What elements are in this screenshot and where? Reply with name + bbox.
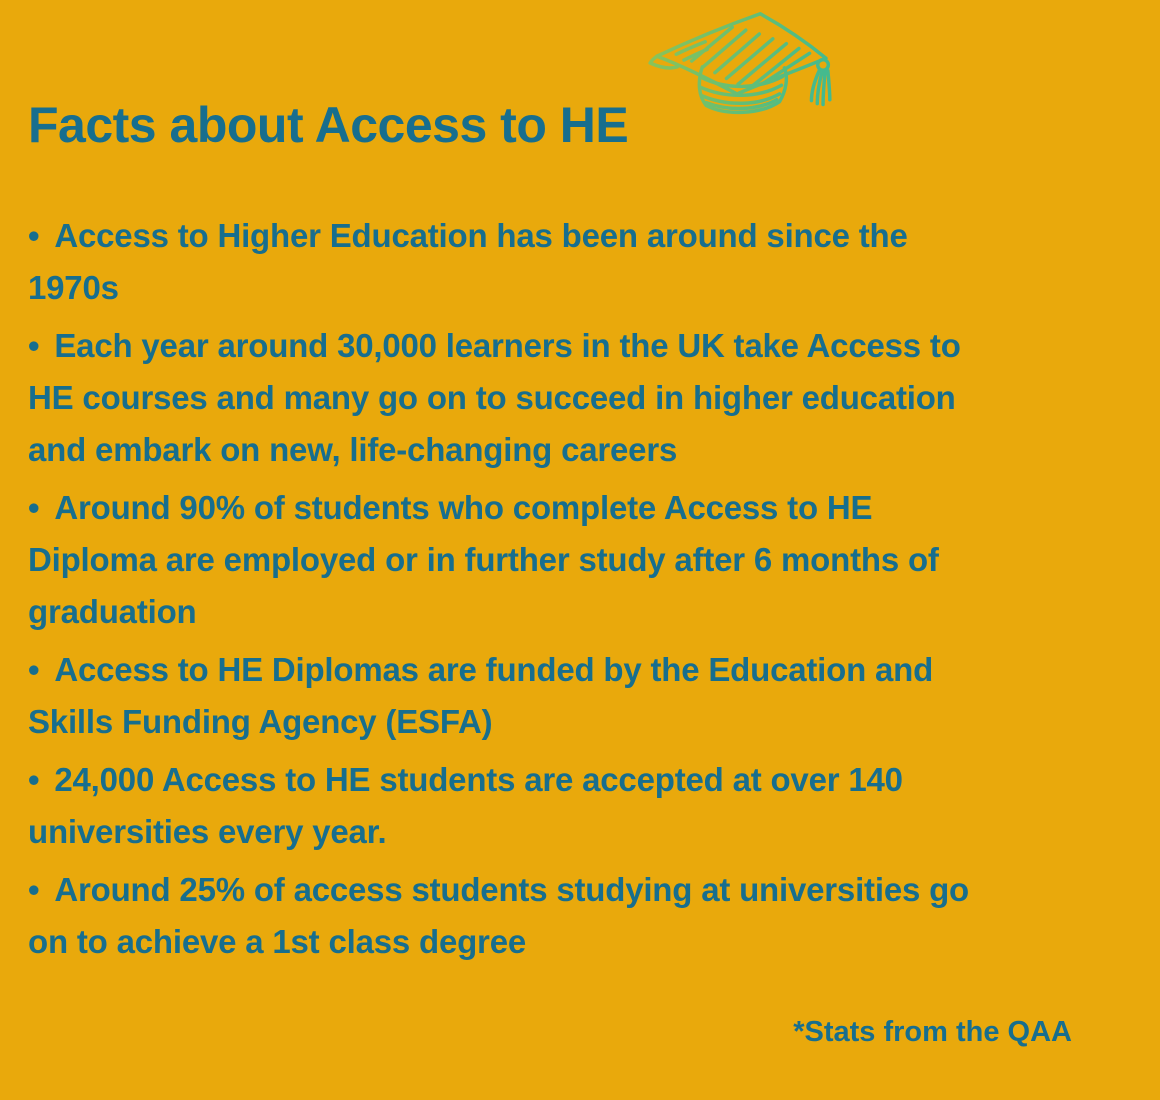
bullet-dot: • [28, 761, 40, 798]
fact-item: • Around 90% of students who complete Acc… [28, 482, 1150, 638]
fact-text: Around 25% of access students studying a… [28, 871, 970, 960]
graduation-cap-icon [648, 11, 832, 115]
fact-item: • Access to HE Diplomas are funded by the… [28, 644, 1150, 748]
fact-text: 24,000 Access to HE students are accepte… [28, 761, 903, 850]
bullet-dot: • [28, 871, 40, 908]
fact-item: • Access to Higher Education has been aro… [28, 210, 1150, 314]
bullet-dot: • [28, 217, 40, 254]
fact-text: Each year around 30,000 learners in the … [28, 327, 961, 468]
main-content: Facts about Access to HE • Access to High… [28, 96, 1150, 974]
fact-text: Access to HE Diplomas are funded by the … [28, 651, 934, 740]
fact-item: • Around 25% of access students studying … [28, 864, 1150, 968]
page-title: Facts about Access to HE [28, 97, 629, 153]
fact-text: Around 90% of students who complete Acce… [28, 489, 939, 630]
bullet-dot: • [28, 651, 40, 688]
fact-item: • Each year around 30,000 learners in the… [28, 320, 1150, 476]
bullet-dot: • [28, 327, 40, 364]
fact-text: Access to Higher Education has been arou… [28, 217, 908, 306]
bullet-dot: • [28, 489, 40, 526]
fact-item: • 24,000 Access to HE students are accept… [28, 754, 1150, 858]
footnote: *Stats from the QAA [793, 1016, 1072, 1048]
